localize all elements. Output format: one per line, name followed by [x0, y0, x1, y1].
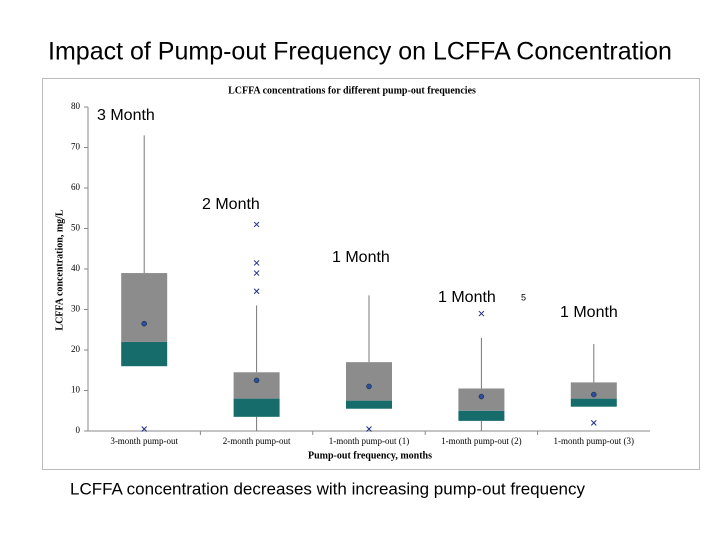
- annotation: 2 Month: [202, 196, 260, 213]
- annotation: 1 Month: [560, 304, 618, 321]
- outlier: [253, 288, 260, 295]
- annotation: 3 Month: [97, 107, 155, 124]
- box-lower: [458, 410, 505, 421]
- caption: LCFFA concentration decreases with incre…: [70, 479, 585, 498]
- mean-marker: [366, 383, 372, 390]
- annotation: 1 Month: [332, 249, 390, 266]
- y-tick-label: 0: [76, 425, 81, 435]
- box-upper: [346, 362, 392, 401]
- y-tick-label: 20: [71, 344, 81, 354]
- x-tick-label: 3-month pump-out: [110, 436, 178, 446]
- y-tick-label: 80: [71, 101, 81, 111]
- y-tick-label: 40: [71, 263, 81, 273]
- box-upper: [570, 382, 617, 399]
- slide-title: Impact of Pump-out Frequency on LCFFA Co…: [48, 38, 672, 66]
- x-tick-label: 1-month pump-out (1): [329, 436, 410, 446]
- outlier: [366, 426, 372, 432]
- annotation: 5: [521, 292, 526, 302]
- outlier: [253, 270, 260, 276]
- x-tick-label: 1-month pump-out (2): [441, 436, 522, 446]
- y-tick-label: 70: [71, 142, 81, 152]
- mean-marker: [141, 320, 147, 327]
- mean-marker: [478, 393, 485, 400]
- box-lower: [570, 398, 617, 407]
- box-upper: [458, 388, 505, 411]
- outlier: [253, 260, 260, 266]
- x-axis-label: Pump-out frequency, months: [308, 450, 432, 461]
- outlier: [590, 420, 597, 426]
- chart-title: LCFFA concentrations for different pump-…: [228, 85, 476, 96]
- x-tick-label: 1-month pump-out (3): [554, 436, 635, 446]
- box-upper: [121, 273, 168, 342]
- box-upper: [233, 372, 280, 399]
- y-axis-label: LCFFA concentration, mg/L: [54, 209, 65, 331]
- x-tick-label: 2-month pump-out: [223, 436, 291, 446]
- box-lower: [233, 398, 280, 417]
- mean-marker: [591, 391, 597, 398]
- box-lower: [121, 341, 168, 367]
- outlier: [253, 221, 260, 228]
- y-tick-label: 10: [71, 385, 81, 395]
- annotation: 1 Month: [438, 289, 496, 306]
- box-lower: [346, 400, 392, 409]
- y-tick-label: 50: [71, 223, 81, 233]
- outlier: [478, 310, 485, 317]
- outlier: [141, 426, 148, 432]
- y-tick-label: 60: [71, 182, 81, 192]
- mean-marker: [253, 377, 260, 384]
- y-tick-label: 30: [71, 304, 81, 314]
